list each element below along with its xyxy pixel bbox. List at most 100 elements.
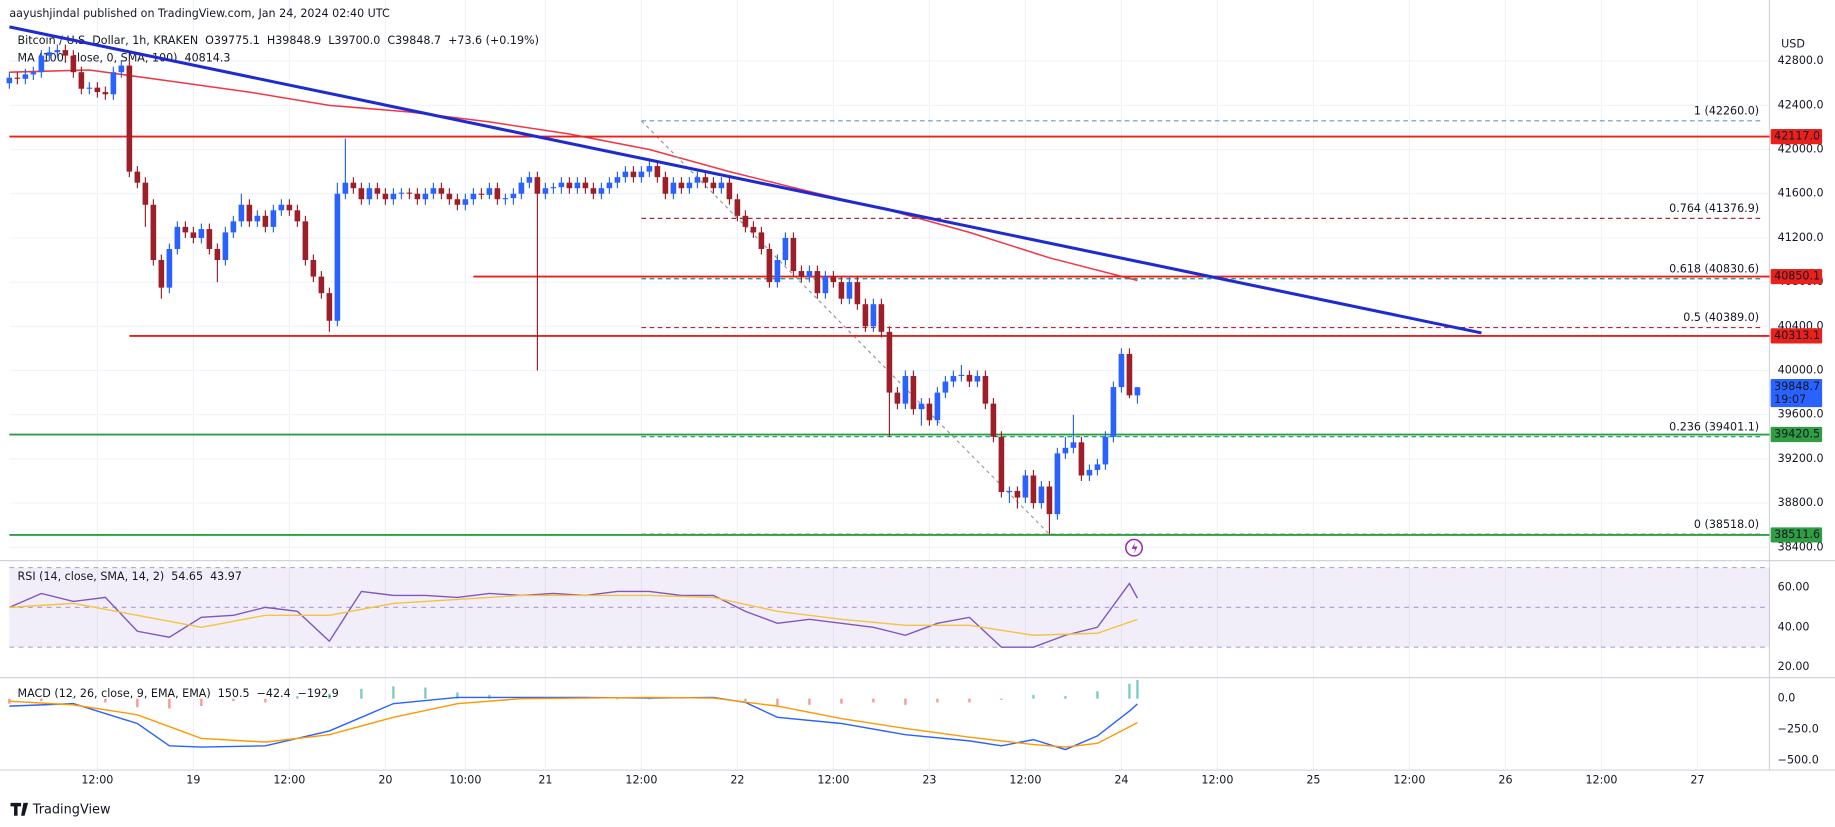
candle-body [726,182,733,200]
candle-body [1086,469,1093,476]
fib-swing [640,120,1050,535]
y-tick-label: 20.00 [1778,660,1810,673]
legend-text: Bitcoin / U.S. Dollar, 1h, KRAKEN [18,34,199,47]
candle-body [454,199,461,205]
candle-body [86,87,93,89]
x-tick-label: 19 [186,774,200,787]
candle-body [358,188,365,200]
alert-icon [1125,538,1143,557]
candle-body [166,248,173,288]
macd-histogram-bar [1136,679,1139,699]
level-badge [1770,328,1823,344]
candle-body [534,177,541,194]
candle-body [878,304,885,332]
macd-histogram-bar [296,696,299,699]
y-tick-label: −250.0 [1778,723,1819,736]
legend-text: C39848.7 [387,34,441,47]
macd-histogram-bar [360,688,363,699]
candle-body [478,193,485,195]
macd-histogram-bar [936,698,939,703]
macd-histogram-bar [808,698,811,705]
candle-body [438,188,445,194]
candle-body [142,182,149,205]
moving-average [9,69,1138,282]
candle-body [414,193,421,200]
candle-body [750,226,757,233]
candle-body [542,188,549,194]
y-tick-label: 60.00 [1778,580,1810,593]
candle-body [966,374,973,382]
candle-body [814,271,821,294]
candle-body [910,376,917,410]
candle-body [958,374,965,377]
legend-text: H39848.9 [267,34,321,47]
candle-body [510,193,517,199]
candle-body [838,282,845,299]
y-tick-label: 41600.0 [1778,187,1824,200]
indicator-line [9,696,1138,748]
candle-body [150,204,157,261]
candle-body [334,193,341,321]
legend-text: O39775.1 [205,34,260,47]
candle-body [998,436,1005,493]
x-tick-label: 22 [730,774,744,787]
candle-body [1046,486,1053,515]
x-tick-label: 20 [378,774,392,787]
candle-body [110,72,117,95]
candle-body [678,182,685,189]
candle-body [926,403,933,421]
candle-body [718,182,725,189]
candle-body [214,248,221,261]
y-tick-label: 0.0 [1778,692,1796,705]
brand-name: TradingView [32,802,111,817]
macd-histogram-bar [840,698,843,704]
candle-body [254,215,261,222]
x-tick-label: 12:00 [817,774,849,787]
candle-body [198,229,205,238]
candle-body [70,55,77,73]
candle-body [1062,447,1069,454]
macd-histogram-bar [904,698,907,705]
candle-body [1102,436,1109,465]
y-tick-label: 40.00 [1778,620,1810,633]
candle-body [502,198,509,200]
candle-body [598,188,605,194]
x-tick-label: 12:00 [1393,774,1425,787]
candle-body [54,50,61,53]
candle-body [550,187,557,189]
macd-histogram-bar [1032,694,1035,699]
candle-body [782,237,789,261]
candle-body [670,182,677,194]
y-tick-label: 42800.0 [1778,54,1824,67]
level-badge-label: 39420.5 [1774,428,1820,441]
x-tick-label: 26 [1498,774,1512,787]
y-tick-label: 39200.0 [1778,452,1824,465]
legend-value: −42.4 [257,687,291,700]
candle-body [662,177,669,194]
level-badge [1770,527,1823,543]
candle-body [806,271,813,277]
y-tick-label: −500.0 [1778,754,1819,767]
candle-body [1070,442,1077,448]
candle-body [558,182,565,188]
candle-body [574,182,581,189]
candle-body [830,276,837,283]
y-tick-label: 38800.0 [1778,496,1824,509]
macd-histogram-bar [872,698,875,703]
candle-body [30,72,37,75]
macd-histogram-bar [200,698,203,707]
price-badge-label: 39848.7 [1774,380,1820,393]
candle-body [38,55,45,73]
candle-body [894,392,901,404]
candle-body [702,177,709,183]
level-badge [1770,268,1823,285]
candle-body [862,304,869,327]
grid [9,0,1770,771]
candle-body [14,77,21,79]
candle-body [262,215,269,227]
candle-body [350,182,357,189]
candle-body [742,215,749,227]
candle-body [790,237,797,272]
